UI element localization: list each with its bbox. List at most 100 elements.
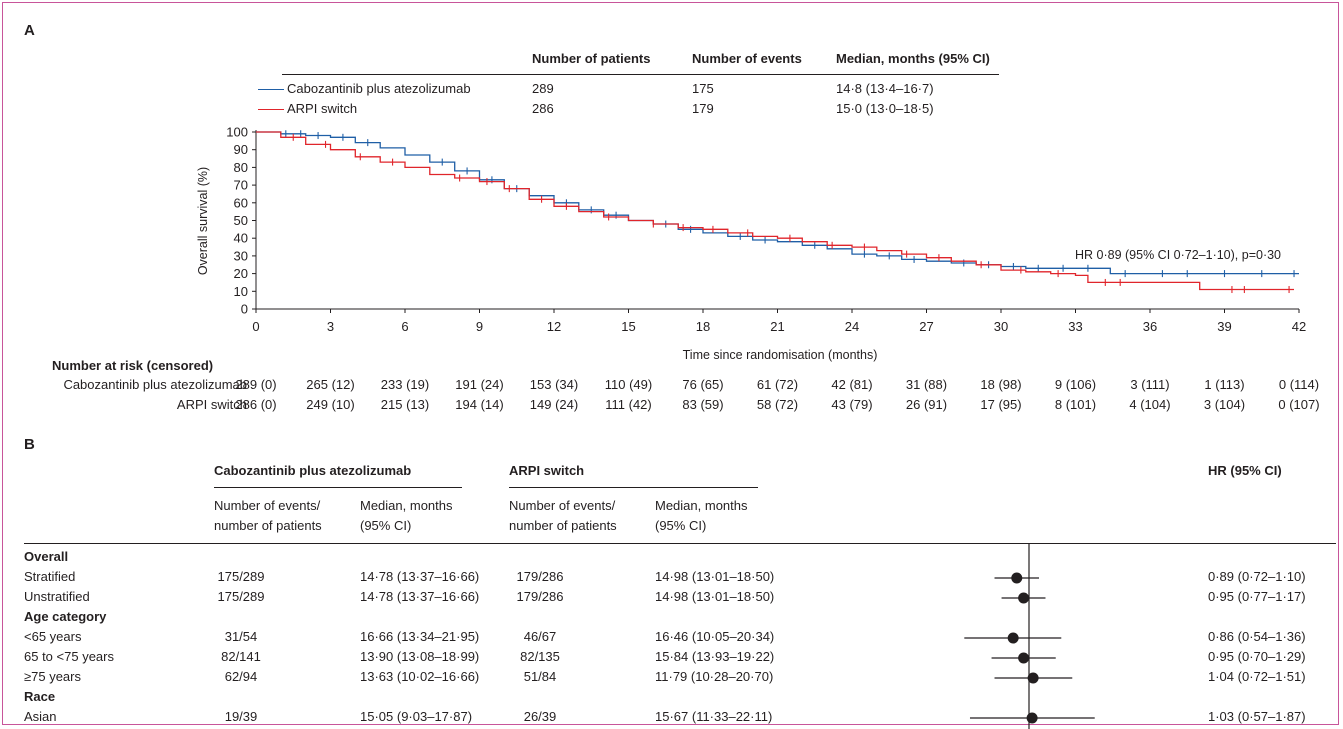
hr-point [1011, 572, 1023, 584]
y-tick-label: 50 [234, 213, 248, 228]
at-risk-cell: 0 (114) [1278, 377, 1320, 392]
x-tick-label: 18 [696, 319, 710, 334]
at-risk-cell: 215 (13) [380, 397, 430, 412]
legend-label-arpi: ARPI switch [287, 101, 358, 116]
at-risk-cell: 3 (104) [1203, 397, 1246, 412]
at-risk-cell: 194 (14) [455, 397, 504, 412]
group2-rule [509, 487, 758, 488]
g2-median-cell: 15·67 (11·33–22·11) [655, 709, 773, 724]
legend-patients-arpi: 286 [532, 101, 554, 116]
at-risk-cell: 110 (49) [604, 377, 653, 392]
at-risk-cell: 289 (0) [235, 377, 277, 392]
at-risk-cell: 233 (19) [380, 377, 430, 392]
hr-cell: 0·95 (0·70–1·29) [1208, 649, 1306, 664]
g2-median-cell: 11·79 (10·28–20·70) [655, 669, 774, 684]
group1-rule [214, 487, 462, 488]
g1-median-cell: 14·78 (13·37–16·66) [360, 569, 480, 584]
g2-events-cell: 179/286 [516, 589, 564, 604]
g2-median-subheader-2: (95% CI) [655, 518, 707, 533]
legend-header-rule [282, 74, 999, 75]
hr-cell: 1·03 (0·57–1·87) [1208, 709, 1306, 724]
x-tick-label: 0 [252, 319, 259, 334]
at-risk-label-cabozantinib: Cabozantinib plus atezolizumab [63, 377, 247, 392]
at-risk-cell: 149 (24) [529, 397, 579, 412]
at-risk-cell: 18 (98) [980, 377, 1022, 392]
g2-events-cell: 51/84 [523, 669, 557, 684]
x-tick-label: 27 [919, 319, 933, 334]
legend-header-events: Number of events [692, 51, 802, 66]
g2-events-cell: 46/67 [523, 629, 557, 644]
g1-events-subheader-2: number of patients [214, 518, 322, 533]
y-tick-label: 100 [226, 125, 248, 140]
legend-header-patients: Number of patients [532, 51, 651, 66]
legend-events-cabozantinib: 175 [692, 81, 714, 96]
g2-median-subheader-1: Median, months [655, 498, 748, 513]
at-risk-cell: 43 (79) [831, 397, 873, 412]
x-tick-label: 30 [994, 319, 1008, 334]
hr-cell: 0·86 (0·54–1·36) [1208, 629, 1306, 644]
g1-events-cell: 19/39 [224, 709, 258, 724]
hr-header: HR (95% CI) [1208, 463, 1282, 478]
group2-header: ARPI switch [509, 463, 585, 478]
x-tick-label: 6 [401, 319, 408, 334]
row-label: Stratified [24, 569, 76, 584]
g2-median-cell: 15·84 (13·93–19·22) [655, 649, 775, 664]
legend-header-median: Median, months (95% CI) [836, 51, 990, 66]
table-header-rule [24, 543, 1336, 544]
x-tick-label: 21 [770, 319, 784, 334]
at-risk-title: Number at risk (censored) [52, 358, 214, 373]
y-tick-label: 70 [234, 178, 248, 193]
row-label: Asian [24, 709, 57, 724]
at-risk-cell: 1 (113) [1204, 377, 1245, 392]
x-tick-label: 15 [621, 319, 635, 334]
g2-events-cell: 26/39 [523, 709, 557, 724]
x-tick-label: 12 [547, 319, 561, 334]
g1-events-cell: 31/54 [224, 629, 258, 644]
at-risk-cell: 286 (0) [235, 397, 277, 412]
y-axis-label: Overall survival (%) [196, 167, 210, 275]
g1-events-subheader-1: Number of events/ [214, 498, 321, 513]
g2-events-cell: 82/135 [520, 649, 560, 664]
group1-header: Cabozantinib plus atezolizumab [214, 463, 412, 478]
row-label: <65 years [24, 629, 82, 644]
at-risk-cell: 61 (72) [756, 377, 799, 392]
at-risk-cell: 9 (106) [1054, 377, 1097, 392]
y-tick-label: 80 [234, 160, 248, 175]
hr-point [1027, 672, 1039, 684]
row-label: ≥75 years [24, 669, 81, 684]
x-tick-label: 39 [1217, 319, 1231, 334]
at-risk-label-arpi: ARPI switch [176, 397, 247, 412]
at-risk-cell: 76 (65) [682, 377, 724, 392]
hr-point [1018, 652, 1030, 664]
x-tick-label: 24 [845, 319, 859, 334]
hr-point [1007, 632, 1019, 644]
x-tick-label: 3 [327, 319, 334, 334]
g2-events-subheader-1: Number of events/ [509, 498, 616, 513]
at-risk-cell: 4 (104) [1129, 397, 1171, 412]
at-risk-cell: 111 (42) [605, 397, 652, 412]
legend-patients-cabozantinib: 289 [532, 81, 554, 96]
g1-events-cell: 62/94 [224, 669, 258, 684]
y-tick-label: 0 [241, 302, 248, 317]
hr-point [1026, 712, 1038, 724]
g1-median-subheader-1: Median, months [360, 498, 453, 513]
x-axis-label: Time since randomisation (months) [683, 348, 878, 362]
at-risk-cell: 249 (10) [306, 397, 355, 412]
y-tick-label: 60 [234, 195, 248, 210]
legend-swatch-cabozantinib [258, 89, 284, 90]
g1-median-cell: 16·66 (13·34–21·95) [360, 629, 480, 644]
g1-events-cell: 82/141 [221, 649, 261, 664]
at-risk-cell: 3 (111) [1130, 377, 1170, 392]
at-risk-cell: 8 (101) [1054, 397, 1097, 412]
g1-median-cell: 13·63 (10·02–16·66) [360, 669, 480, 684]
g2-median-cell: 16·46 (10·05–20·34) [655, 629, 775, 644]
legend-events-arpi: 179 [692, 101, 714, 116]
g2-events-subheader-2: number of patients [509, 518, 617, 533]
legend-swatch-arpi [258, 109, 284, 110]
at-risk-cell: 42 (81) [831, 377, 873, 392]
g2-median-cell: 14·98 (13·01–18·50) [655, 589, 775, 604]
at-risk-cell: 17 (95) [980, 397, 1022, 412]
panel-a-label: A [24, 22, 35, 39]
g1-median-subheader-2: (95% CI) [360, 518, 412, 533]
y-tick-label: 40 [234, 231, 248, 246]
